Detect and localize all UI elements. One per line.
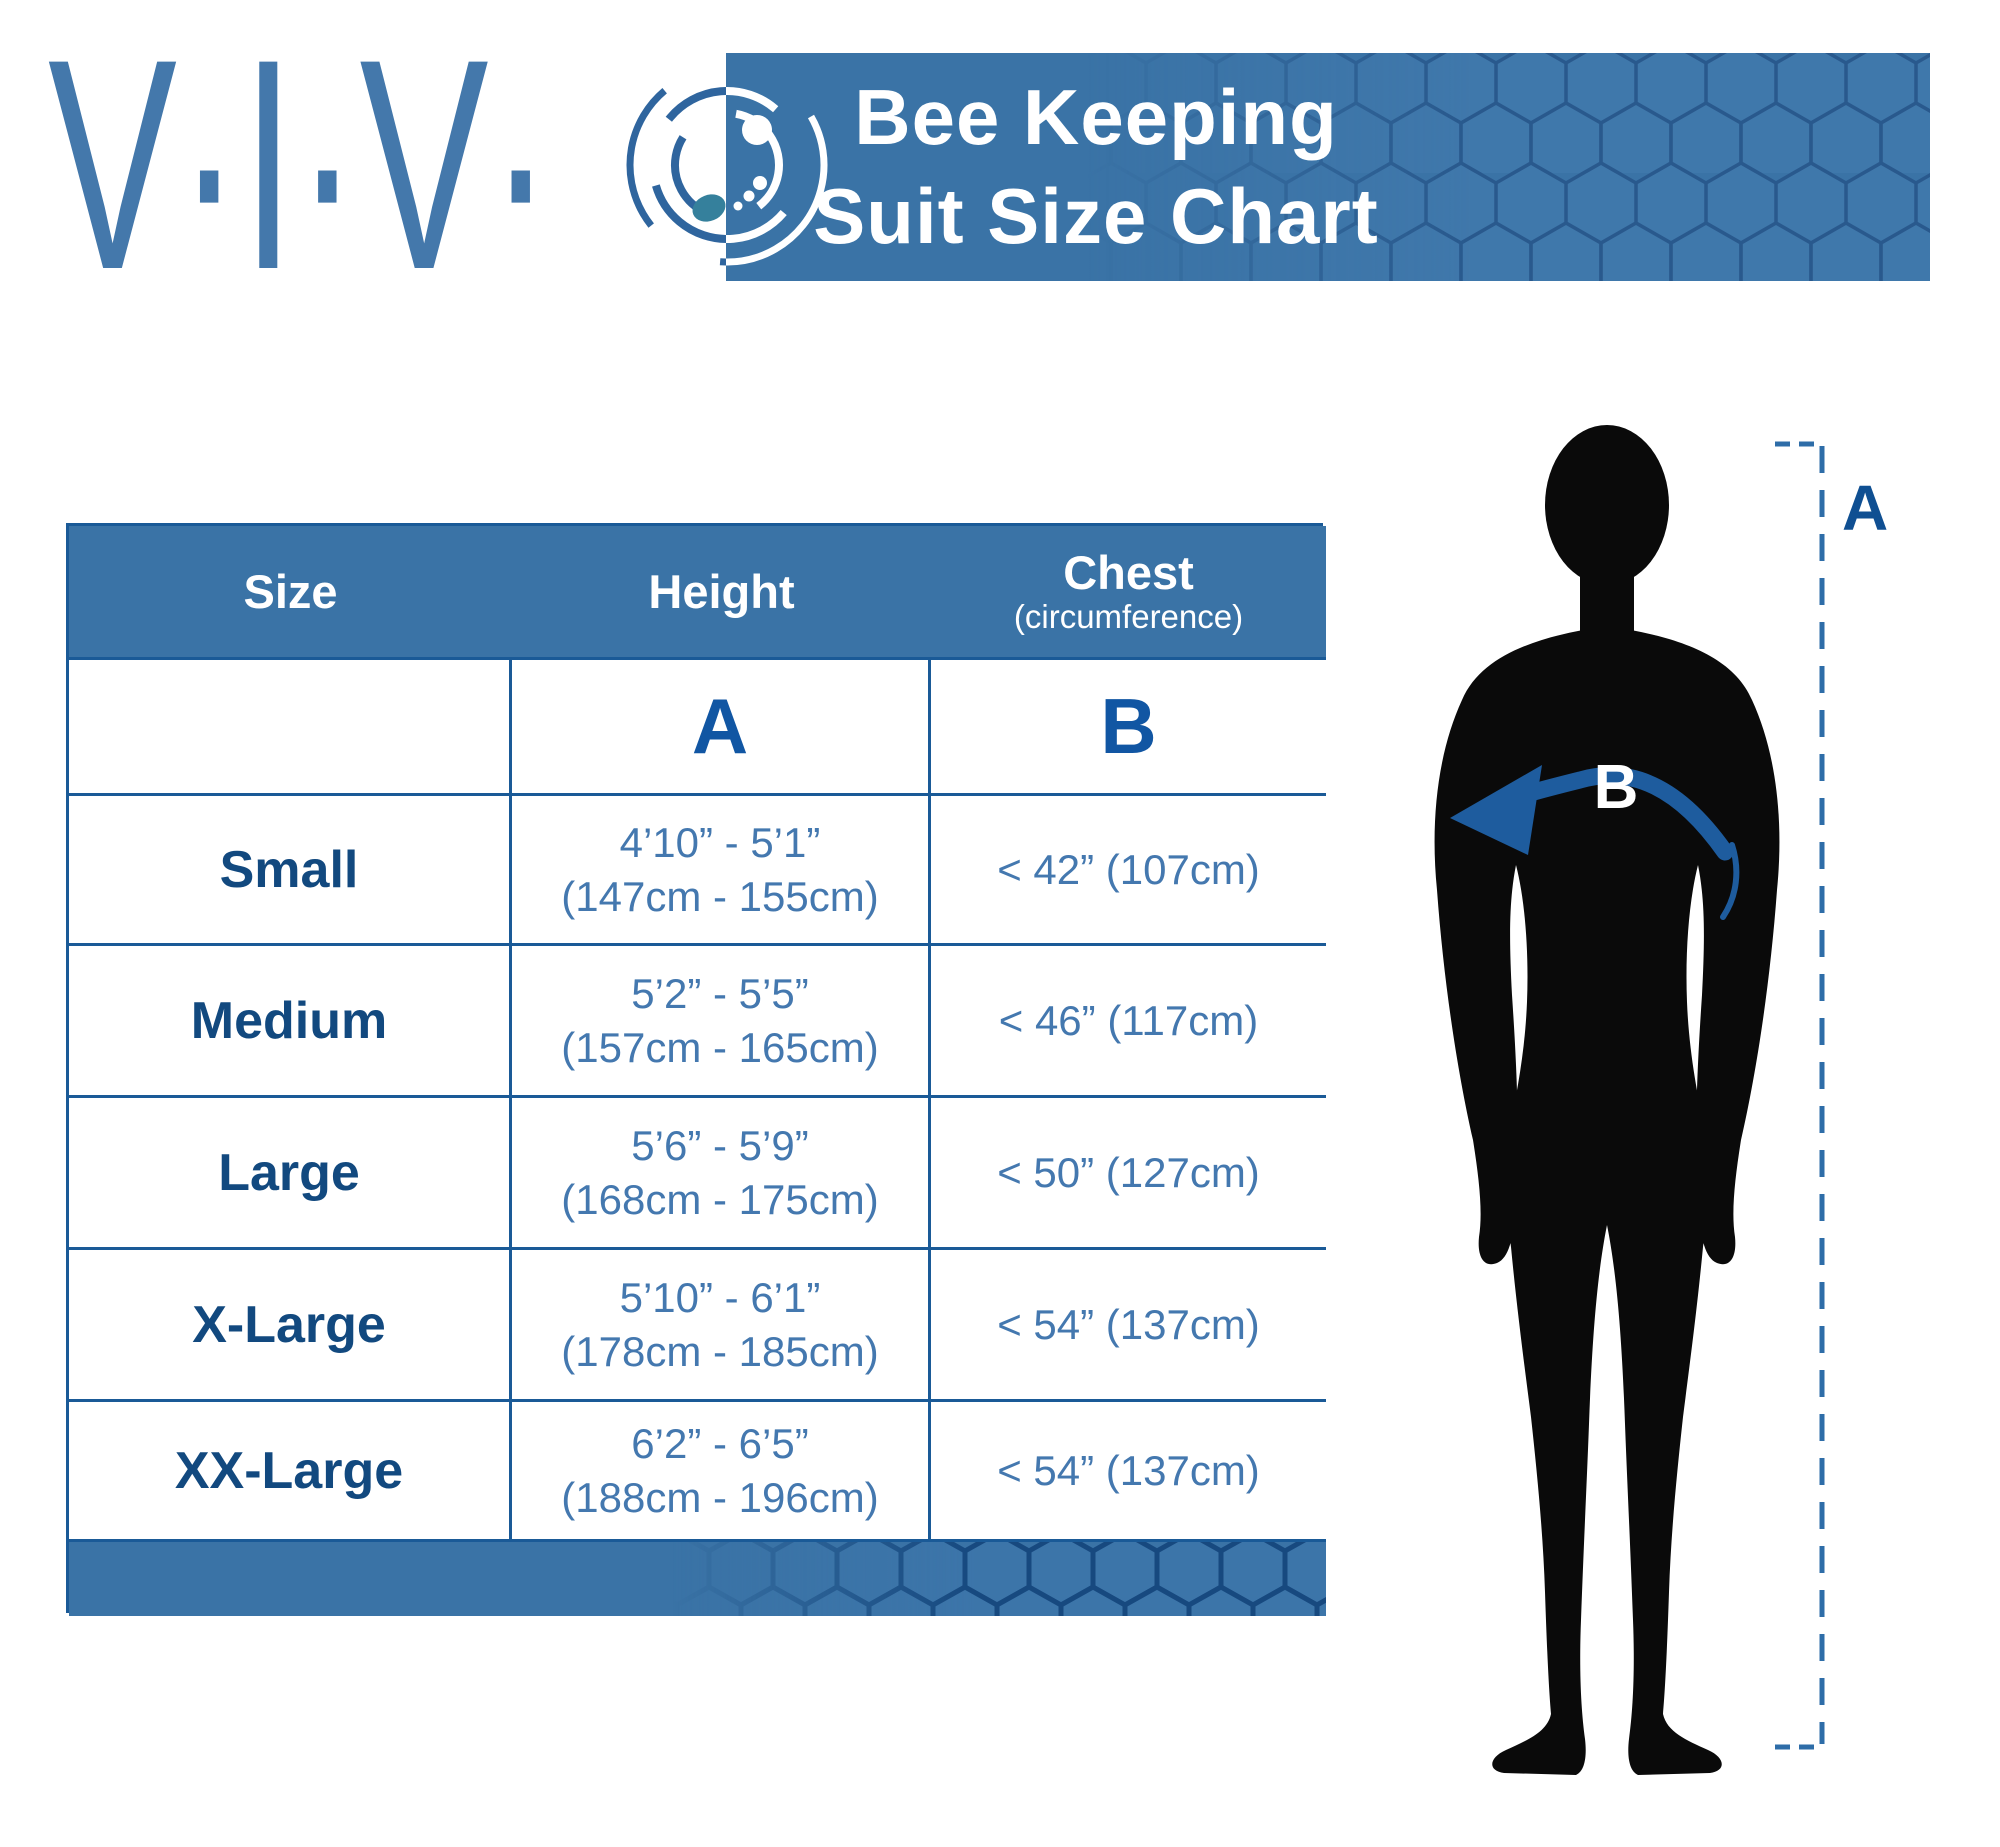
letter-row-empty-cell	[69, 660, 512, 796]
height-label-a: A	[1842, 472, 1888, 544]
footer-honeycomb-pattern	[69, 1542, 1326, 1616]
column-header-chest: Chest (circumference)	[931, 526, 1326, 657]
chest-header-label: Chest	[1063, 545, 1194, 599]
height-imperial: 5’10” - 6’1”	[619, 1273, 821, 1321]
table-row-height-cell: 5’6” - 5’9” (168cm - 175cm)	[512, 1098, 931, 1250]
chest-letter-b: B	[1100, 682, 1157, 770]
height-header-label: Height	[648, 564, 795, 618]
table-row-height-cell: 5’2” - 5’5” (157cm - 165cm)	[512, 946, 931, 1098]
table-row-chest-cell: < 54” (137cm)	[931, 1250, 1326, 1402]
chest-letter-cell: B	[931, 660, 1326, 796]
vivo-wordmark: V·I·V·	[48, 0, 553, 320]
height-dashed-line	[1775, 441, 1825, 1750]
table-row-chest-cell: < 54” (137cm)	[931, 1402, 1326, 1542]
height-letter-a: A	[691, 682, 749, 770]
height-letter-cell: A	[512, 660, 931, 796]
chest-value: < 50” (127cm)	[997, 1148, 1260, 1196]
size-name: Small	[219, 840, 359, 899]
table-row-height-cell: 6’2” - 6’5” (188cm - 196cm)	[512, 1402, 931, 1542]
height-metric: (178cm - 185cm)	[561, 1327, 879, 1375]
chest-arrow-icon	[1450, 765, 1740, 920]
table-footer-band	[69, 1542, 1326, 1616]
table-row-size-cell: Medium	[69, 946, 512, 1098]
height-imperial: 5’6” - 5’9”	[631, 1121, 809, 1169]
size-name: Large	[218, 1143, 360, 1202]
height-metric: (157cm - 165cm)	[561, 1023, 879, 1071]
height-metric: (147cm - 155cm)	[561, 872, 879, 920]
table-header-row: Size Height Chest (circumference)	[69, 526, 1326, 660]
body-measurement-figure: B A	[1434, 425, 1888, 1775]
height-imperial: 4’10” - 5’1”	[619, 818, 821, 866]
height-imperial: 6’2” - 6’5”	[631, 1419, 809, 1467]
vivo-orbit-logo-icon	[626, 64, 828, 266]
vivo-logo: V·I·V·	[48, 0, 553, 320]
chest-header-sublabel: (circumference)	[1013, 597, 1244, 635]
banner-title: Bee Keeping Suit Size Chart	[786, 67, 1406, 267]
chest-label-b: B	[1594, 753, 1639, 822]
chest-value: < 54” (137cm)	[997, 1300, 1260, 1348]
table-row-chest-cell: < 50” (127cm)	[931, 1098, 1326, 1250]
table-row-height-cell: 4’10” - 5’1” (147cm - 155cm)	[512, 796, 931, 946]
title-banner: Bee Keeping Suit Size Chart	[726, 53, 1930, 281]
height-metric: (188cm - 196cm)	[561, 1473, 879, 1521]
chest-value: < 54” (137cm)	[997, 1446, 1260, 1494]
size-name: Medium	[190, 991, 388, 1050]
banner-title-line2: Suit Size Chart	[813, 172, 1379, 260]
height-metric: (168cm - 175cm)	[561, 1175, 879, 1223]
table-row-size-cell: Large	[69, 1098, 512, 1250]
orbit-teal-dot	[692, 194, 726, 222]
human-silhouette	[1434, 425, 1780, 1775]
table-row-height-cell: 5’10” - 6’1” (178cm - 185cm)	[512, 1250, 931, 1402]
chest-value: < 46” (117cm)	[998, 996, 1259, 1044]
size-table: Size Height Chest (circumference) A B Sm…	[66, 523, 1326, 1616]
table-row-chest-cell: < 46” (117cm)	[931, 946, 1326, 1098]
table-row-chest-cell: < 42” (107cm)	[931, 796, 1326, 946]
height-imperial: 5’2” - 5’5”	[631, 969, 809, 1017]
column-header-height: Height	[512, 526, 931, 657]
size-name: XX-Large	[174, 1441, 404, 1500]
table-row-size-cell: Small	[69, 796, 512, 946]
banner-title-line1: Bee Keeping	[854, 73, 1338, 161]
column-header-size: Size	[69, 526, 512, 657]
chest-value: < 42” (107cm)	[997, 845, 1260, 893]
table-row-size-cell: X-Large	[69, 1250, 512, 1402]
size-header-label: Size	[243, 564, 338, 618]
table-row-size-cell: XX-Large	[69, 1402, 512, 1542]
honeycomb-pattern	[726, 53, 1930, 281]
size-name: X-Large	[192, 1295, 386, 1354]
